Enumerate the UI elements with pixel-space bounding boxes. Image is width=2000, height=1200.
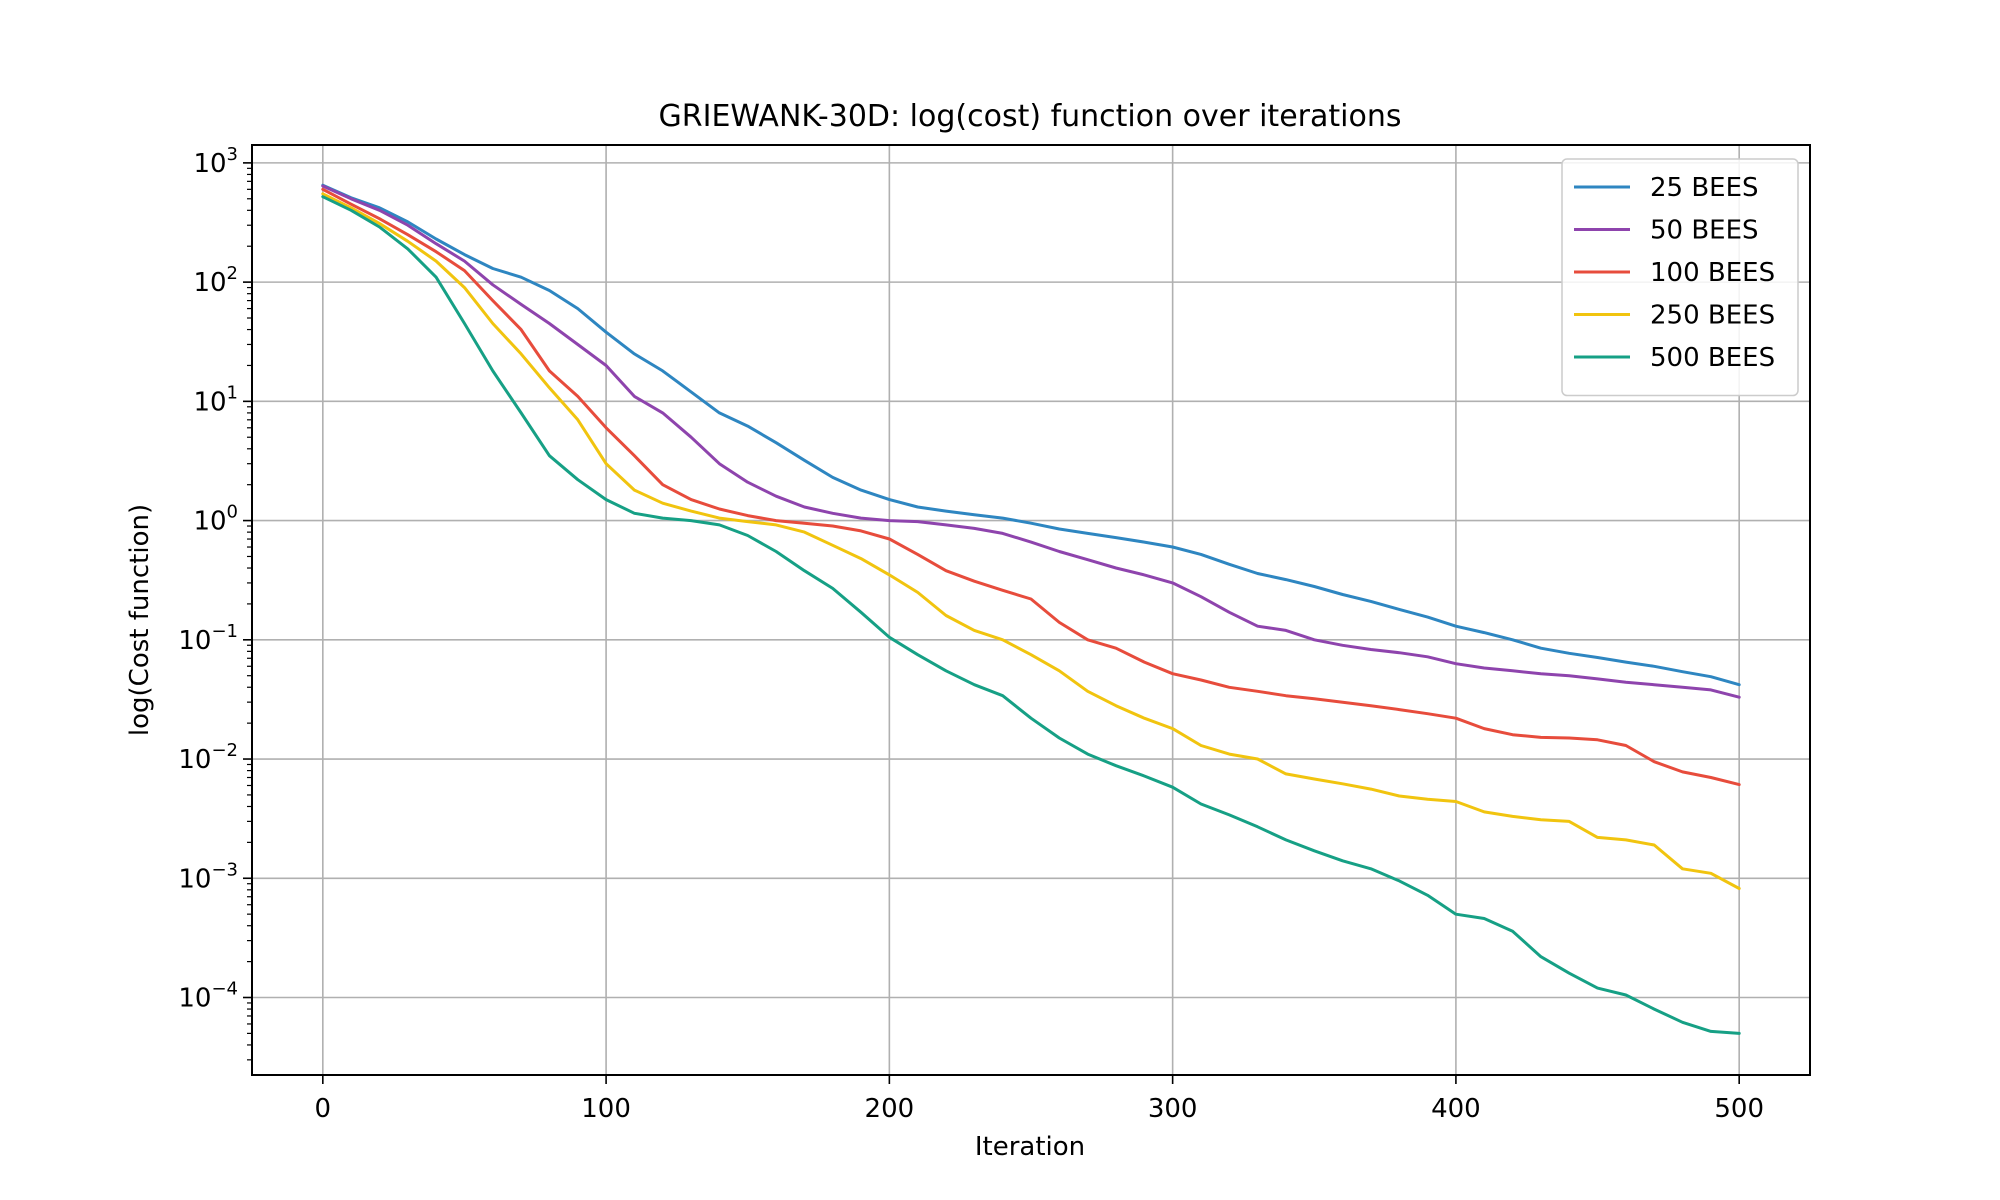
legend-label: 100 BEES (1650, 258, 1775, 288)
y-tick-label: 103 (193, 144, 238, 179)
legend-label: 250 BEES (1650, 301, 1775, 331)
x-tick-label: 500 (1714, 1094, 1764, 1124)
legend-label: 500 BEES (1650, 343, 1775, 373)
plot-frame (251, 144, 1811, 1076)
axis-ticks: 0 100 200 300 400 500 103 102 101 100 10−1 10−2 10−3… (178, 144, 1764, 1124)
x-tick-label: 200 (865, 1094, 915, 1124)
x-tick-label: 300 (1148, 1094, 1198, 1124)
series-lines (321, 183, 1741, 1035)
legend-label: 25 BEES (1650, 173, 1759, 203)
series-line-50-bees (321, 184, 1741, 699)
series-line-250-bees (321, 192, 1741, 890)
x-tick-label: 400 (1431, 1094, 1481, 1124)
series-line-25-bees (321, 183, 1741, 687)
y-tick-label: 10−2 (178, 740, 238, 775)
y-tick-label: 102 (193, 263, 238, 298)
y-tick-label: 101 (193, 382, 238, 417)
y-tick-label: 10−3 (178, 859, 238, 894)
x-axis-label: Iteration (975, 1132, 1085, 1162)
y-tick-label: 10−1 (178, 621, 238, 656)
y-tick-label: 10−4 (178, 979, 238, 1014)
legend-label: 50 BEES (1650, 216, 1759, 246)
y-tick-label: 100 (193, 502, 238, 537)
x-tick-label: 100 (581, 1094, 631, 1124)
x-tick-label: 0 (315, 1094, 332, 1124)
legend: 25 BEES 50 BEES 100 BEES 250 BEES 500 BEES (1561, 158, 1799, 397)
series-line-100-bees (321, 187, 1741, 787)
chart-title: GRIEWANK-30D: log(cost) function over it… (659, 99, 1402, 134)
legend-box (1561, 158, 1799, 397)
y-axis-label: log(Cost function) (125, 504, 155, 736)
series-line-500-bees (321, 195, 1741, 1035)
